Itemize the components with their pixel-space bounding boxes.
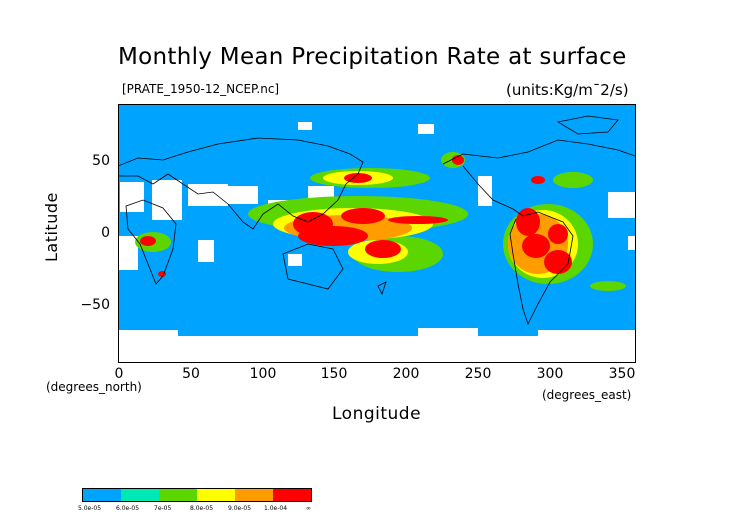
y-axis-label: Latitude (42, 192, 61, 262)
map-layer (118, 115, 635, 362)
legend-swatch (235, 489, 273, 501)
legend-label: 9.0e-05 (228, 505, 252, 512)
legend-swatch (121, 489, 159, 501)
x-tick-label: 150 (320, 366, 348, 382)
x-tick-label: 350 (608, 366, 636, 382)
y-tick-label: −50 (80, 297, 110, 313)
x-axis-label: Longitude (332, 404, 422, 424)
file-label: [PRATE_1950-12_NCEP.nc] (122, 82, 280, 96)
x-tick-label: 300 (536, 366, 564, 382)
legend-label: 7e-05 (154, 505, 172, 512)
missing-data-patches (118, 122, 635, 362)
color-legend-bar (82, 488, 312, 502)
y-tick-label: 0 (101, 225, 110, 241)
y-tick-label: 50 (92, 153, 110, 169)
x-tick-label: 250 (464, 366, 492, 382)
precipitation-map (118, 104, 635, 362)
legend-label: 5.0e-05 (78, 505, 102, 512)
legend-swatch (83, 489, 121, 501)
y-axis-units: (degrees_north) (46, 380, 142, 394)
x-axis-units: (degrees_east) (542, 388, 632, 402)
x-tick-label: 0 (114, 366, 124, 382)
x-tick-label: 100 (249, 366, 277, 382)
legend-label: ∞ (306, 505, 311, 512)
legend-swatch (159, 489, 197, 501)
plot-frame (118, 104, 636, 363)
x-tick-label: 50 (182, 366, 200, 382)
legend-label: 6.0e-05 (116, 505, 140, 512)
legend-swatch (273, 489, 311, 501)
chart-title: Monthly Mean Precipitation Rate at surfa… (118, 44, 627, 70)
legend-label: 1.0e-04 (264, 505, 288, 512)
legend-swatch (197, 489, 235, 501)
x-tick-label: 200 (392, 366, 420, 382)
units-label: (units:Kg/m¯2/s) (506, 81, 629, 99)
legend-label: 8.0e-05 (190, 505, 214, 512)
coastlines (118, 115, 635, 326)
